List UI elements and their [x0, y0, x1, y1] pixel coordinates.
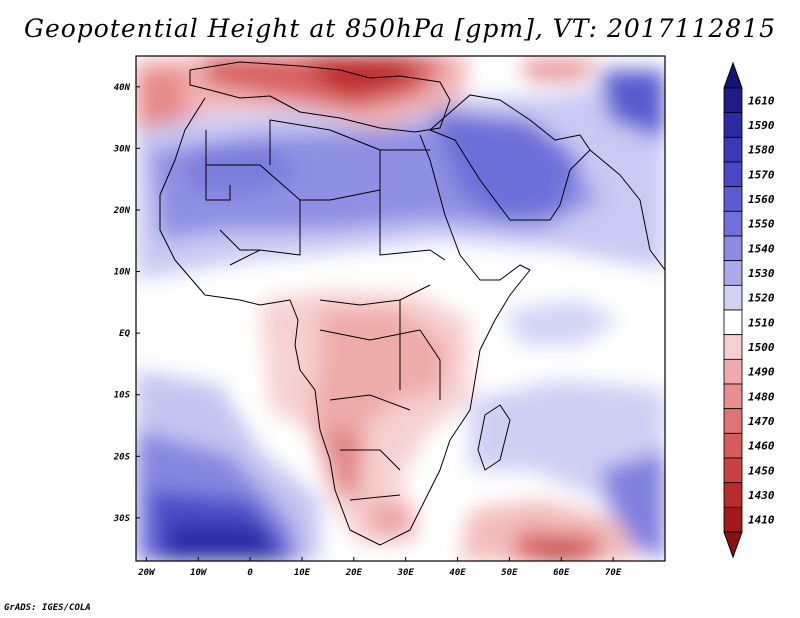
lat-tick-label: 20N	[113, 206, 131, 216]
colorbar-label: 1410	[748, 514, 775, 527]
lat-tick-label: 10S	[114, 391, 131, 401]
colorbar-label: 1460	[748, 440, 775, 453]
lon-tick-label: 20W	[137, 568, 156, 578]
colorbar-label: 1550	[748, 218, 775, 231]
lat-tick-label: 40N	[114, 83, 131, 93]
lat-tick-label: 20S	[113, 452, 131, 462]
colorbar-swatch	[723, 161, 743, 188]
colorbar-label: 1430	[748, 489, 775, 502]
lon-tick-label: 10E	[294, 568, 311, 578]
colorbar-label: 1530	[748, 267, 775, 280]
colorbar-label: 1490	[748, 366, 775, 379]
lon-tick-label: 10W	[190, 568, 208, 578]
colorbar-label: 1480	[748, 390, 775, 403]
colorbar-label: 1500	[748, 341, 775, 354]
colorbar-swatch	[723, 383, 743, 410]
colorbar-swatch	[723, 432, 743, 459]
colorbar-swatch	[723, 358, 743, 385]
map-frame	[135, 55, 666, 562]
colorbar-swatch	[723, 309, 743, 336]
colorbar-top-triangle	[723, 61, 743, 89]
colorbar-label: 1540	[748, 242, 775, 255]
colorbar-label: 1570	[748, 168, 775, 181]
lon-tick-label: 60E	[553, 568, 570, 578]
lon-tick-label: 30E	[397, 568, 415, 578]
colorbar-label: 1580	[748, 144, 775, 157]
colorbar-swatch	[723, 260, 743, 286]
lat-tick-label: 30N	[113, 144, 131, 154]
lat-tick-label: 10N	[114, 268, 131, 278]
map-title: Geopotential Height at 850hPa [gpm], VT:…	[23, 14, 777, 43]
colorbar-swatch	[723, 136, 743, 163]
lat-tick-label: 30S	[113, 514, 131, 524]
colorbar-swatch	[723, 87, 743, 114]
colorbar-swatch	[723, 482, 743, 508]
lon-tick-label: 0	[247, 568, 253, 578]
geopotential-field	[136, 56, 665, 561]
colorbar-swatch	[723, 408, 743, 434]
colorbar-swatch	[723, 334, 743, 360]
colorbar-label: 1450	[748, 464, 775, 477]
colorbar-label: 1510	[748, 316, 775, 329]
latitude-axis: 40N 30N 20N 10N EQ 10S 20S 30S	[113, 83, 140, 524]
colorbar-swatch	[723, 506, 743, 533]
longitude-axis: 20W 10W 0 10E 20E 30E 40E 50E 60E 70E	[137, 557, 622, 578]
colorbar-swatch	[723, 457, 743, 484]
colorbar-swatch	[723, 210, 743, 237]
colorbar-swatch	[723, 186, 743, 212]
colorbar-swatch	[723, 235, 743, 262]
colorbar-label: 1560	[748, 193, 775, 206]
lat-tick-label: EQ	[119, 329, 130, 339]
colorbar-swatch	[723, 284, 743, 311]
colorbar: 1610 1590 1580 1570 1560 1550 1540 1530 1520 1510…	[723, 61, 775, 559]
colorbar-label: 1610	[748, 94, 775, 107]
colorbar-label: 1590	[748, 119, 775, 132]
lon-tick-label: 40E	[449, 568, 466, 578]
colorbar-label: 1470	[748, 415, 775, 428]
colorbar-label: 1520	[748, 292, 775, 305]
colorbar-swatch	[723, 112, 743, 138]
grads-credit: GrADS: IGES/COLA	[4, 603, 91, 613]
colorbar-bottom-triangle	[723, 531, 743, 559]
lon-tick-label: 70E	[605, 568, 622, 578]
lon-tick-label: 20E	[345, 568, 363, 578]
lon-tick-label: 50E	[501, 568, 518, 578]
